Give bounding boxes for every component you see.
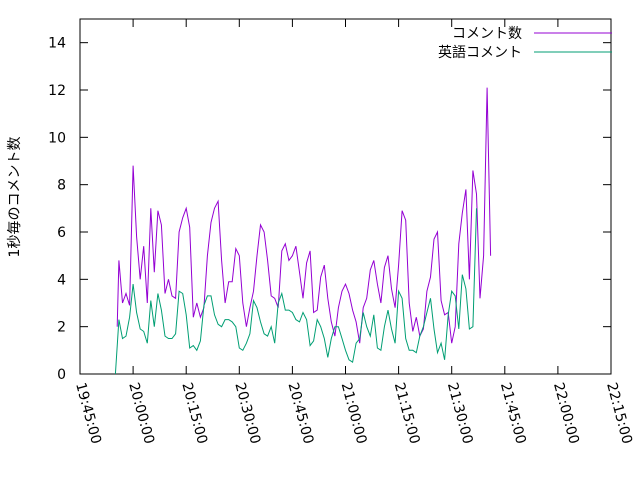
y-axis-title: 1秒毎のコメント数 — [7, 137, 23, 258]
legend-label-2: 英語コメント — [438, 44, 522, 61]
y-tick-label: 10 — [48, 130, 66, 146]
legend-label-1: コメント数 — [452, 26, 522, 42]
y-tick-label: 14 — [48, 36, 66, 52]
y-tick-label: 8 — [57, 178, 66, 194]
y-tick-label: 6 — [57, 225, 66, 241]
y-tick-label: 2 — [57, 320, 66, 336]
y-tick-label: 4 — [57, 272, 66, 288]
series-line-2 — [114, 208, 477, 375]
y-tick-label: 12 — [48, 83, 66, 99]
series-layer — [114, 87, 492, 375]
y-tick-label: 0 — [57, 367, 66, 383]
y-axis: 0 2 4 6 8 10 12 14 — [48, 36, 611, 383]
series-line-1 — [116, 87, 492, 344]
